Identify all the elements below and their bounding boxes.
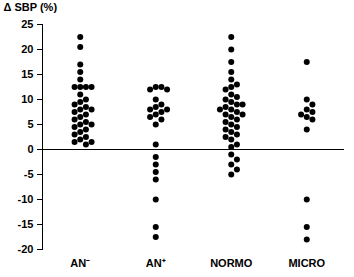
- svg-text:NORMO: NORMO: [210, 257, 253, 269]
- svg-text:-5: -5: [24, 168, 34, 180]
- svg-text:20: 20: [21, 43, 33, 55]
- svg-text:MICRO: MICRO: [288, 257, 325, 269]
- svg-text:5: 5: [27, 118, 33, 130]
- svg-text:0: 0: [27, 143, 33, 155]
- svg-text:AN⁻: AN⁻: [70, 257, 90, 269]
- svg-text:-10: -10: [18, 193, 34, 205]
- svg-text:15: 15: [21, 68, 33, 80]
- svg-text:-15: -15: [18, 218, 34, 230]
- svg-text:AN⁺: AN⁺: [146, 257, 166, 269]
- svg-text:Δ SBP (%): Δ SBP (%): [4, 1, 58, 13]
- svg-text:10: 10: [21, 93, 33, 105]
- svg-text:-20: -20: [18, 243, 34, 255]
- svg-text:25: 25: [21, 18, 33, 30]
